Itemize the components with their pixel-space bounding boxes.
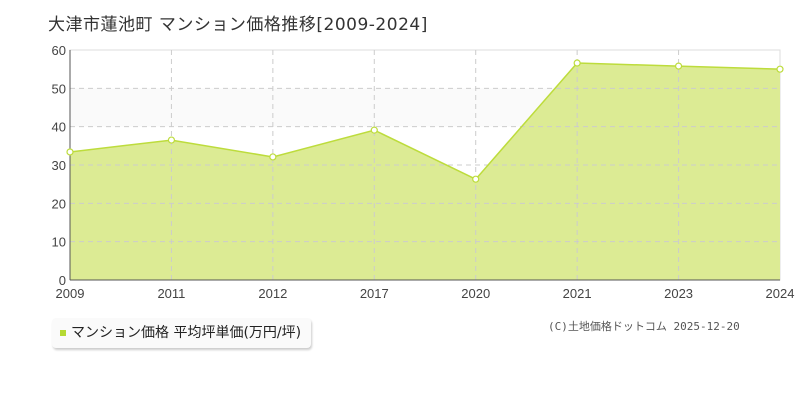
series-line: [69, 62, 781, 181]
y-tick-label: 20: [52, 196, 66, 211]
data-point: [472, 175, 480, 183]
x-tick-label: 2020: [461, 286, 490, 301]
data-point: [167, 136, 176, 144]
legend-swatch: [60, 330, 66, 336]
chart-title: 大津市蓮池町 マンション価格推移[2009-2024]: [48, 15, 428, 35]
data-point: [370, 126, 378, 134]
data-point: [269, 153, 277, 161]
credit-text: (C)土地価格ドットコム 2025-12-20: [548, 320, 740, 333]
data-point: [674, 62, 683, 70]
legend: マンション価格 平均坪単価(万円/坪): [52, 318, 312, 348]
x-tick-label: 2012: [258, 286, 287, 301]
legend-label: マンション価格 平均坪単価(万円/坪): [71, 325, 302, 341]
data-point: [776, 65, 784, 73]
data-point: [573, 59, 581, 67]
x-tick-label: 2023: [664, 286, 693, 301]
y-tick-label: 50: [52, 81, 66, 96]
area-fill: [70, 63, 780, 281]
x-tick-label: 2021: [563, 286, 592, 301]
y-tick-label: 60: [52, 43, 66, 58]
x-tick-label: 2017: [360, 286, 389, 301]
data-point: [66, 148, 74, 156]
x-tick-label: 2011: [157, 286, 185, 301]
y-tick-label: 0: [59, 273, 66, 288]
y-tick-label: 10: [52, 235, 66, 250]
y-tick-label: 40: [52, 120, 66, 135]
x-tick-label: 2024: [766, 286, 795, 301]
x-tick-label: 2009: [56, 286, 85, 301]
y-tick-label: 30: [52, 158, 66, 173]
